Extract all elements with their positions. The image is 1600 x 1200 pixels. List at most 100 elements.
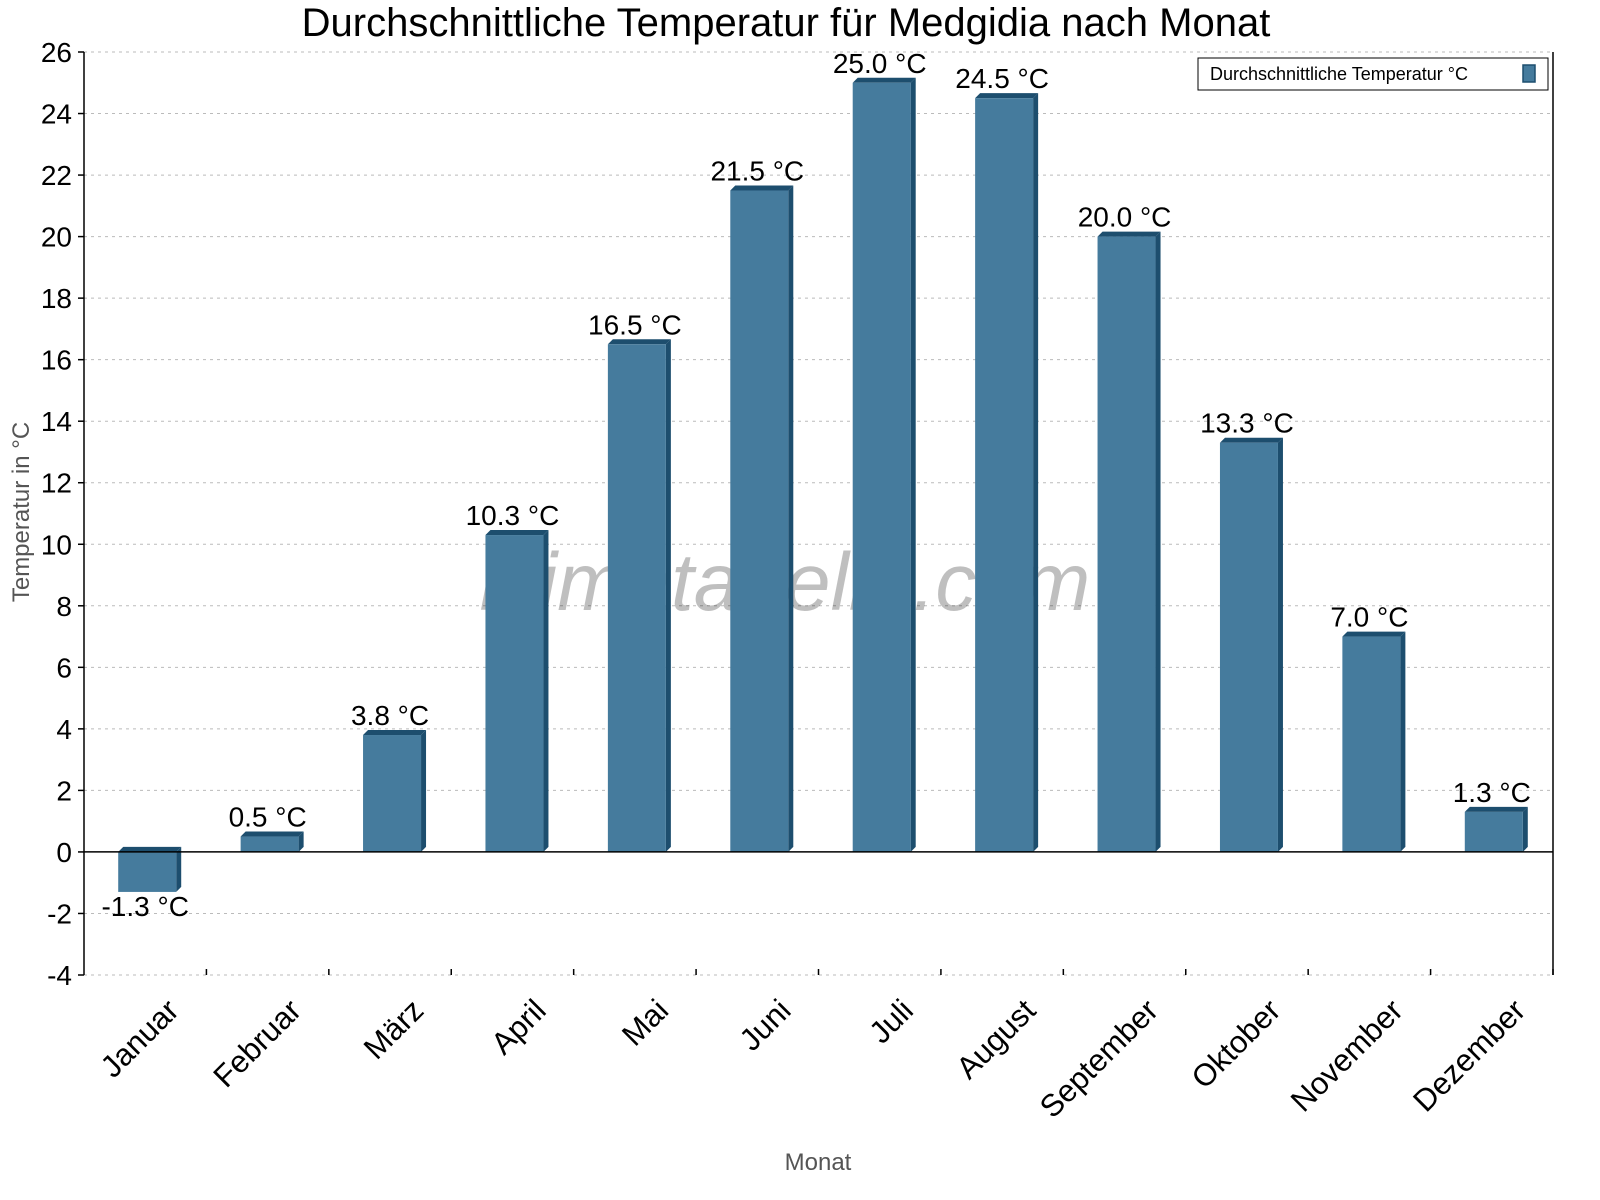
legend-label: Durchschnittliche Temperatur °C [1210, 64, 1468, 84]
bar-top [240, 831, 304, 837]
x-tick-label: März [357, 993, 430, 1066]
bar-september [1097, 231, 1161, 852]
bar [607, 344, 666, 852]
bar-top [852, 77, 916, 83]
data-label: 13.3 °C [1200, 408, 1294, 439]
legend: Durchschnittliche Temperatur °C [1197, 57, 1549, 91]
y-tick-label: 22 [41, 160, 72, 191]
legend-swatch [1522, 64, 1536, 83]
bar [363, 735, 422, 852]
x-tick-label: Mai [615, 993, 675, 1053]
data-label: 24.5 °C [955, 63, 1049, 94]
bar-juli [852, 77, 916, 852]
bar-side [910, 77, 916, 852]
bar-top [1219, 437, 1283, 443]
bar-august [975, 93, 1039, 852]
legend-box [1197, 57, 1549, 91]
y-tick-label: 24 [41, 99, 72, 130]
axes [78, 51, 1554, 976]
bar [1342, 636, 1401, 852]
x-tick-label: Oktober [1185, 993, 1288, 1096]
bar-top [1464, 806, 1528, 812]
y-tick-label: -4 [47, 960, 72, 991]
bar-side [1277, 437, 1283, 852]
bar-oktober [1219, 437, 1283, 852]
y-tick-label: 26 [41, 37, 72, 68]
bar-top [118, 846, 182, 852]
bar-top [730, 185, 794, 191]
bar-side [1033, 93, 1039, 852]
data-label: 7.0 °C [1330, 602, 1408, 633]
data-label: 16.5 °C [588, 309, 682, 340]
x-tick-label: November [1284, 993, 1410, 1119]
bar-januar [118, 846, 182, 892]
bar [1464, 811, 1523, 852]
data-label: 20.0 °C [1078, 202, 1172, 233]
bar-top [1342, 631, 1406, 637]
data-label: -1.3 °C [101, 891, 188, 922]
x-tick-label: August [949, 992, 1042, 1085]
bar-april [485, 530, 549, 852]
bar-side [421, 730, 427, 852]
bar [240, 836, 299, 852]
bar [852, 82, 911, 852]
y-tick-label: 0 [56, 837, 72, 868]
bars [118, 77, 1528, 892]
bar-side [1522, 806, 1528, 852]
x-tick-label: Februar [206, 993, 308, 1095]
bar-side [1400, 631, 1406, 852]
x-tick-label: Januar [94, 993, 186, 1085]
y-tick-label: 6 [56, 652, 72, 683]
data-label: 3.8 °C [351, 700, 429, 731]
bar-side [788, 185, 794, 852]
x-tick-label: April [484, 993, 553, 1062]
bar-side [543, 530, 549, 852]
data-label: 25.0 °C [833, 48, 927, 79]
data-label: 21.5 °C [710, 155, 804, 186]
data-labels: -1.3 °C 0.5 °C 3.8 °C 10.3 °C 16.5 °C 21.5 °C… [101, 48, 1530, 922]
bar [730, 190, 789, 852]
bar-dezember [1464, 806, 1528, 852]
x-tick-label: Juni [733, 993, 798, 1058]
bar [118, 851, 177, 892]
bar [485, 535, 544, 852]
data-label: 10.3 °C [466, 500, 560, 531]
y-tick-label: 18 [41, 283, 72, 314]
bar-märz [363, 730, 427, 852]
bar-side [1155, 231, 1161, 852]
bar-side [298, 831, 304, 852]
bar-top [485, 530, 549, 536]
bar-top [975, 93, 1039, 99]
y-tick-label: 12 [41, 468, 72, 499]
bar-mai [607, 339, 671, 852]
bar-november [1342, 631, 1406, 852]
x-axis-label: Monat [785, 1149, 852, 1176]
bar [1219, 442, 1278, 852]
y-tick-label: 8 [56, 591, 72, 622]
bar-top [363, 730, 427, 736]
x-tick-label: September [1033, 993, 1165, 1125]
y-tick-label: 16 [41, 345, 72, 376]
bar-side [176, 846, 182, 892]
bar-top [1097, 231, 1161, 237]
y-axis-label: Temperatur in °C [8, 422, 35, 602]
bar-juni [730, 185, 794, 852]
y-tick-label: 10 [41, 529, 72, 560]
y-tick-label: 4 [56, 714, 72, 745]
bar-top [607, 339, 671, 345]
x-tick-label: Juli [862, 993, 920, 1051]
bar [1097, 236, 1156, 852]
bar [975, 98, 1034, 852]
x-tick-labels: Januar Februar März April Mai Juni Juli AugustS… [94, 992, 1532, 1124]
data-label: 0.5 °C [229, 802, 307, 833]
y-tick-label: 14 [41, 406, 72, 437]
bar-februar [240, 831, 304, 852]
bar-side [665, 339, 671, 852]
chart-title: Durchschnittliche Temperatur für Medgidi… [302, 1, 1271, 45]
y-tick-label: 2 [56, 775, 72, 806]
data-label: 1.3 °C [1453, 777, 1531, 808]
y-tick-label: 20 [41, 222, 72, 253]
y-tick-label: -2 [47, 898, 72, 929]
